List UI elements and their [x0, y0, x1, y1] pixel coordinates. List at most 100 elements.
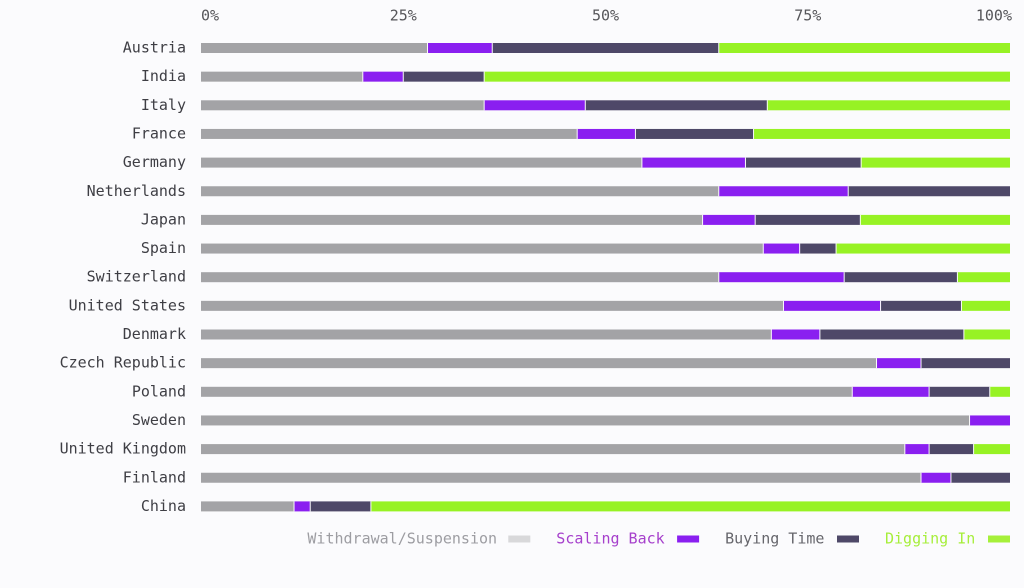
bar-segment-divider [819, 329, 821, 340]
bar-segment [427, 43, 493, 53]
bar-segment-divider [851, 386, 853, 397]
bar-segment [201, 358, 877, 369]
bar-segment [201, 128, 578, 139]
bar-segment-divider [928, 386, 930, 397]
category-label: Sweden [132, 411, 186, 429]
bar-segment-divider [483, 71, 485, 82]
legend-label: Withdrawal/Suspension [307, 530, 497, 548]
bar-segment [201, 71, 363, 82]
legend-swatch [508, 535, 531, 543]
x-tick-label: 75% [794, 7, 821, 25]
bar-segment [753, 128, 1010, 139]
bar-segment-divider [766, 100, 768, 111]
bar-segment-divider [309, 501, 311, 512]
category-label: Poland [132, 382, 186, 400]
bar-segment [763, 243, 800, 254]
bar-segment [904, 444, 930, 455]
bar-segment-divider [576, 128, 578, 139]
bar-segment [852, 386, 930, 397]
bar-segment [577, 128, 636, 139]
category-label: Netherlands [87, 182, 186, 200]
category-label: Switzerland [87, 268, 186, 286]
bar-segment [718, 186, 849, 197]
bar-segment [201, 444, 905, 455]
bar-segment-divider [782, 300, 784, 311]
bar-segment-divider [876, 358, 878, 369]
x-tick-label: 100% [976, 7, 1012, 25]
bar-segment-divider [799, 243, 801, 254]
bar-segment-divider [880, 300, 882, 311]
bar-segment [861, 157, 1010, 168]
bar-segment-divider [928, 444, 930, 455]
category-label: United Kingdom [60, 440, 186, 458]
bar-segment-divider [370, 501, 372, 512]
bar-segment [702, 214, 756, 225]
bar-segment [310, 501, 371, 512]
bar-segment [362, 71, 404, 82]
bar-segment [961, 300, 1010, 311]
category-label: Italy [141, 96, 186, 114]
bar-segment [370, 501, 1010, 512]
category-label: Austria [123, 39, 186, 57]
bar-segment [973, 444, 1010, 455]
bar-segment [201, 472, 922, 483]
bar-segment [880, 300, 962, 311]
bar-segment [783, 300, 881, 311]
bar-segment [201, 100, 485, 111]
bar-segment-divider [402, 71, 404, 82]
bar-segment [745, 157, 862, 168]
category-label: Germany [123, 153, 186, 171]
bar-segment [860, 214, 1010, 225]
bar-segment-divider [641, 157, 643, 168]
bar-segment [848, 186, 1010, 197]
bar-segment-divider [835, 243, 837, 254]
bar-segment [484, 71, 1010, 82]
x-tick-label: 50% [592, 7, 619, 25]
category-label: China [141, 497, 186, 515]
bar-segment-divider [702, 214, 704, 225]
bar-segment [755, 214, 861, 225]
bar-segment-divider [491, 43, 493, 53]
category-label: Japan [141, 210, 186, 228]
bar-segment-divider [483, 100, 485, 111]
category-label: Denmark [123, 325, 186, 343]
x-tick-label: 25% [390, 7, 417, 25]
bar-segment [201, 415, 970, 426]
bar-segment-divider [963, 329, 965, 340]
bar-segment [963, 329, 1010, 340]
legend-swatch [837, 535, 859, 543]
bar-segment [718, 272, 845, 283]
bar-segment [836, 243, 1010, 254]
bar-segment-divider [956, 272, 958, 283]
legend-label: Buying Time [725, 530, 824, 548]
bar-segment-divider [754, 214, 756, 225]
bar-segment-divider [770, 329, 772, 340]
category-label: United States [69, 296, 186, 314]
bar-segment [201, 386, 853, 397]
bar-segment [969, 415, 1010, 426]
legend-label: Scaling Back [556, 530, 664, 548]
bar-segment [950, 472, 1010, 483]
bar-segment [718, 43, 1010, 53]
bar-segment [492, 43, 719, 53]
legend-label: Digging In [885, 530, 975, 548]
bar-segment [201, 43, 428, 53]
bar-segment [201, 243, 764, 254]
bar-segment [294, 501, 311, 512]
bar-segment [989, 386, 1010, 397]
bar-segment-divider [744, 157, 746, 168]
bar-segment [201, 214, 703, 225]
bar-segment [921, 472, 951, 483]
bar-segment [484, 100, 586, 111]
bar-segment-divider [293, 501, 295, 512]
bar-segment-divider [859, 214, 861, 225]
bar-segment-divider [584, 100, 586, 111]
bar-segment-divider [843, 272, 845, 283]
bar-segment [799, 243, 837, 254]
bar-segment-divider [920, 472, 922, 483]
bar-segment [876, 358, 922, 369]
bar-segment [844, 272, 958, 283]
bar-segment [641, 157, 746, 168]
